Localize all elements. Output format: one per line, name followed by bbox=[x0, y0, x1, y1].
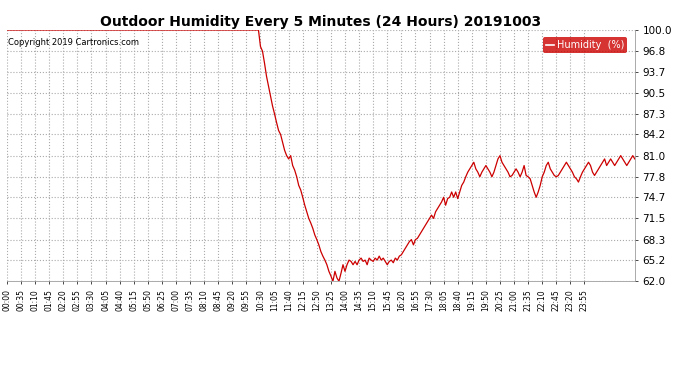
Legend: Humidity  (%): Humidity (%) bbox=[543, 38, 627, 53]
Text: Copyright 2019 Cartronics.com: Copyright 2019 Cartronics.com bbox=[8, 38, 139, 46]
Title: Outdoor Humidity Every 5 Minutes (24 Hours) 20191003: Outdoor Humidity Every 5 Minutes (24 Hou… bbox=[100, 15, 542, 29]
